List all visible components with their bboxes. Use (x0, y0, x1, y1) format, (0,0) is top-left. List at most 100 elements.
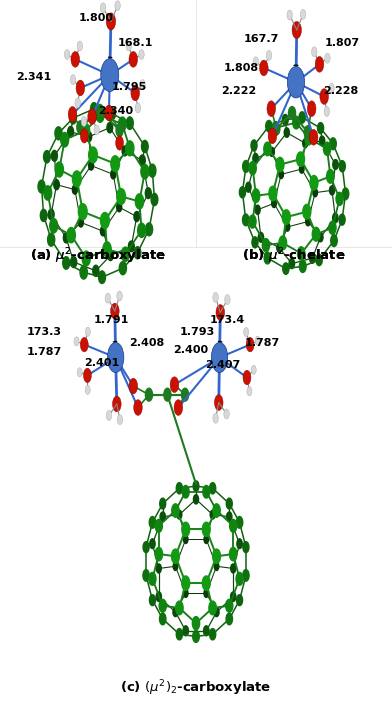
Circle shape (253, 154, 258, 163)
Circle shape (315, 56, 324, 72)
Circle shape (149, 164, 156, 177)
Circle shape (269, 186, 277, 201)
Circle shape (68, 127, 74, 137)
Circle shape (252, 237, 258, 248)
Circle shape (325, 53, 330, 63)
Circle shape (116, 136, 123, 150)
Circle shape (145, 188, 151, 199)
Text: (a) $\mu^2$-carboxylate: (a) $\mu^2$-carboxylate (30, 247, 166, 267)
Circle shape (229, 547, 237, 561)
Circle shape (106, 410, 112, 420)
Circle shape (284, 128, 289, 137)
Circle shape (113, 396, 121, 412)
Circle shape (111, 170, 116, 179)
Circle shape (333, 213, 338, 223)
Circle shape (251, 140, 257, 151)
Circle shape (117, 415, 123, 425)
Circle shape (329, 83, 334, 93)
Circle shape (107, 342, 124, 373)
Circle shape (54, 179, 59, 189)
Circle shape (225, 295, 230, 305)
Circle shape (214, 395, 223, 410)
Circle shape (149, 595, 155, 606)
Circle shape (63, 257, 70, 270)
Circle shape (77, 368, 82, 377)
Circle shape (140, 155, 145, 166)
Circle shape (204, 589, 209, 598)
Text: 173.3: 173.3 (27, 327, 62, 337)
Circle shape (83, 368, 91, 383)
Circle shape (269, 147, 274, 157)
Circle shape (149, 573, 156, 586)
Circle shape (73, 185, 77, 194)
Circle shape (333, 159, 338, 169)
Circle shape (297, 152, 305, 167)
Circle shape (331, 235, 337, 247)
Circle shape (159, 599, 166, 612)
Circle shape (213, 292, 218, 302)
Circle shape (249, 162, 256, 174)
Circle shape (237, 595, 243, 606)
Circle shape (177, 511, 182, 519)
Circle shape (247, 387, 252, 396)
Circle shape (240, 187, 245, 198)
Circle shape (255, 205, 260, 214)
Circle shape (139, 49, 144, 59)
Circle shape (260, 60, 268, 76)
Circle shape (55, 127, 62, 140)
Circle shape (320, 89, 328, 104)
Circle shape (330, 138, 336, 149)
Circle shape (307, 101, 316, 117)
Circle shape (303, 139, 308, 148)
Circle shape (246, 182, 251, 192)
Circle shape (151, 193, 158, 206)
Circle shape (134, 247, 141, 259)
Circle shape (156, 592, 162, 601)
Circle shape (255, 336, 260, 345)
Circle shape (134, 400, 142, 415)
Circle shape (243, 370, 251, 385)
Circle shape (182, 522, 190, 536)
Circle shape (115, 1, 120, 11)
Circle shape (312, 46, 317, 56)
Circle shape (138, 223, 145, 237)
Circle shape (243, 542, 249, 553)
Circle shape (103, 242, 111, 257)
Circle shape (276, 157, 284, 172)
Circle shape (100, 212, 109, 229)
Circle shape (164, 388, 171, 401)
Circle shape (310, 253, 315, 263)
Circle shape (316, 255, 322, 266)
Circle shape (282, 114, 288, 125)
Circle shape (251, 365, 256, 375)
Circle shape (230, 592, 236, 601)
Circle shape (313, 189, 318, 197)
Circle shape (237, 539, 242, 548)
Circle shape (126, 41, 131, 51)
Circle shape (323, 142, 331, 155)
Circle shape (70, 112, 76, 124)
Circle shape (93, 265, 99, 277)
Circle shape (336, 192, 343, 205)
Text: 2.408: 2.408 (129, 338, 165, 348)
Circle shape (86, 132, 92, 142)
Text: 2.400: 2.400 (173, 345, 209, 355)
Circle shape (253, 56, 259, 66)
Circle shape (236, 516, 243, 528)
Circle shape (279, 236, 287, 250)
Circle shape (117, 189, 125, 204)
Circle shape (176, 483, 182, 494)
Text: 1.787: 1.787 (27, 347, 62, 357)
Circle shape (117, 202, 122, 212)
Circle shape (304, 126, 311, 139)
Circle shape (243, 327, 249, 337)
Circle shape (77, 41, 83, 51)
Circle shape (91, 102, 98, 115)
Circle shape (226, 599, 233, 612)
Circle shape (176, 628, 182, 640)
Circle shape (80, 265, 87, 279)
Circle shape (214, 608, 219, 616)
Circle shape (230, 519, 237, 533)
Circle shape (267, 101, 276, 117)
Circle shape (143, 542, 149, 553)
